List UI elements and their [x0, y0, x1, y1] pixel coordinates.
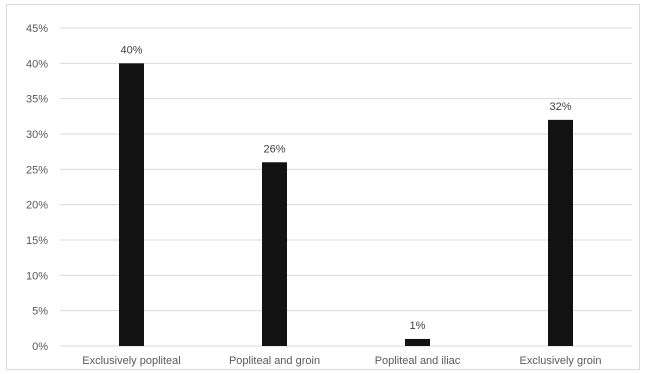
- chart-frame: [6, 4, 640, 370]
- y-tick-label: 0%: [32, 341, 48, 353]
- data-labels: 40% 26% 1% 32%: [120, 44, 571, 332]
- y-tick-label: 15%: [26, 235, 48, 247]
- y-tick-label: 25%: [26, 164, 48, 176]
- bar-2: [405, 338, 430, 346]
- y-tick-label: 45%: [26, 23, 48, 35]
- x-category-label: Popliteal and groin: [229, 355, 320, 367]
- bar-0: [119, 63, 144, 346]
- gridlines: [60, 27, 632, 347]
- x-category-label: Exclusively groin: [520, 355, 602, 367]
- y-tick-label: 30%: [26, 129, 48, 141]
- y-tick-label: 10%: [26, 270, 48, 282]
- y-tick-label: 40%: [26, 58, 48, 70]
- y-tick-label: 35%: [26, 94, 48, 106]
- bar-3: [548, 119, 573, 346]
- x-category-label: Exclusively popliteal: [82, 355, 180, 367]
- y-tick-label: 5%: [32, 306, 48, 318]
- data-label: 26%: [263, 143, 285, 155]
- data-label: 40%: [120, 44, 142, 56]
- x-category-label: Popliteal and iliac: [375, 355, 461, 367]
- bars: [119, 63, 573, 346]
- y-axis-tick-labels: 0% 5% 10% 15% 20% 25% 30% 35% 40% 45%: [26, 23, 48, 353]
- x-axis-category-labels: Exclusively popliteal Popliteal and groin…: [82, 355, 601, 367]
- data-label: 1%: [410, 320, 426, 332]
- data-label: 32%: [549, 101, 571, 113]
- y-tick-label: 20%: [26, 200, 48, 212]
- bar-1: [262, 162, 287, 346]
